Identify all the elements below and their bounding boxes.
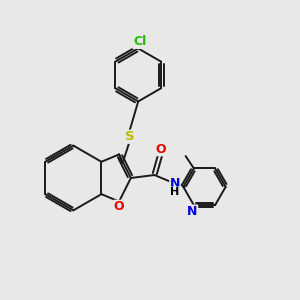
Text: S: S: [124, 130, 134, 143]
Text: Cl: Cl: [133, 35, 146, 48]
Text: N: N: [187, 205, 198, 218]
Text: O: O: [114, 200, 124, 213]
Text: N: N: [170, 177, 180, 190]
Text: H: H: [170, 187, 180, 197]
Text: O: O: [155, 142, 166, 156]
